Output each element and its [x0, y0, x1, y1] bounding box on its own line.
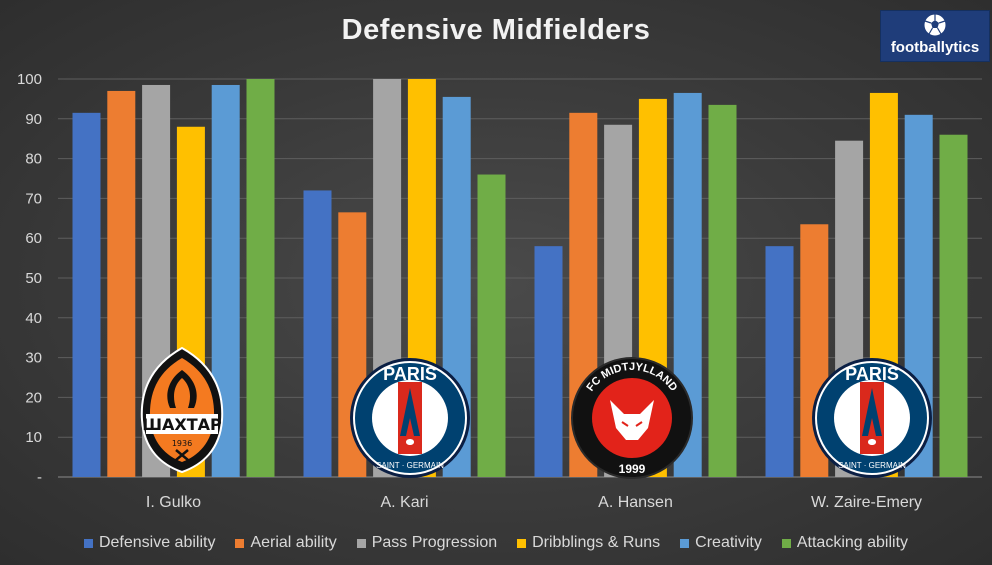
legend-item: Attacking ability [781, 534, 909, 552]
legend-label: Pass Progression [371, 534, 498, 551]
badge-text: PARIS [845, 364, 899, 384]
legend-label: Aerial ability [250, 534, 337, 551]
y-tick-label: 50 [25, 270, 42, 287]
legend-label: Defensive ability [98, 534, 216, 551]
x-tick-label: A. Kari [380, 494, 428, 511]
bar-defensive-ability [534, 246, 563, 477]
y-tick-label: - [37, 469, 42, 486]
x-tick-label: W. Zaire-Emery [811, 494, 922, 511]
badge-year: 1936 [172, 439, 192, 448]
brand-logo: footballytics [880, 10, 990, 62]
bar-defensive-ability [72, 112, 101, 477]
bar-attacking-ability [477, 174, 506, 477]
legend-item: Pass Progression [356, 534, 498, 552]
legend-item: Creativity [680, 534, 762, 552]
legend-item: Defensive ability [83, 534, 216, 552]
legend-swatch [235, 538, 245, 548]
badge-subtext: SAINT · GERMAIN [838, 461, 906, 470]
legend-label: Creativity [695, 534, 762, 551]
bar-defensive-ability [765, 246, 794, 477]
y-tick-label: 100 [17, 71, 42, 88]
legend-swatch [680, 538, 690, 548]
soccer-ball-icon [923, 13, 947, 37]
badge-text: PARIS [383, 364, 437, 384]
legend-swatch [83, 538, 93, 548]
y-tick-label: 60 [25, 230, 42, 247]
y-tick-label: 40 [25, 310, 42, 327]
legend-label: Dribblings & Runs [532, 534, 661, 551]
y-tick-label: 10 [25, 429, 42, 446]
y-tick-label: 70 [25, 190, 42, 207]
bar-defensive-ability [303, 190, 332, 477]
bar-aerial-ability [107, 90, 136, 477]
psg-badge-icon: PARIS SAINT · GERMAIN [812, 358, 932, 478]
chart-title: Defensive Midfielders [341, 14, 651, 46]
badge-subtext: SAINT · GERMAIN [376, 461, 444, 470]
bar-chart: - 10 20 30 40 50 60 70 80 90 100 I. Gulko A. Kari A.… [17, 71, 982, 511]
badge-text: ШАХТАР [142, 415, 222, 434]
bar-attacking-ability [708, 104, 737, 478]
x-tick-label: A. Hansen [598, 494, 673, 511]
legend-swatch [356, 538, 366, 548]
chart-legend: Defensive ability Aerial ability Pass Prog… [0, 531, 992, 555]
legend-label: Attacking ability [796, 534, 909, 551]
psg-badge-icon: PARIS SAINT · GERMAIN [350, 358, 470, 478]
bar-attacking-ability [246, 79, 275, 477]
legend-item: Aerial ability [235, 534, 337, 552]
shakhtar-badge-icon: ШАХТАР 1936 [140, 346, 224, 474]
y-tick-label: 80 [25, 151, 42, 168]
legend-item: Dribblings & Runs [517, 534, 660, 552]
y-tick-label: 90 [25, 111, 42, 128]
y-tick-label: 30 [25, 350, 42, 367]
x-tick-label: I. Gulko [146, 494, 201, 511]
y-tick-label: 20 [25, 389, 42, 406]
legend-swatch [517, 538, 527, 548]
brand-name: footballytics [890, 39, 980, 56]
badge-year: 1999 [619, 462, 646, 476]
bar-attacking-ability [939, 134, 968, 477]
legend-swatch [781, 538, 791, 548]
